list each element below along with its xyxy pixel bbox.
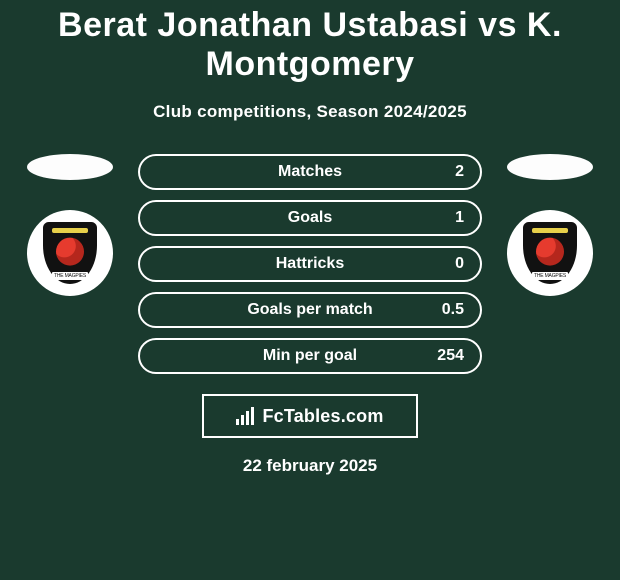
brand-label: FcTables.com	[262, 406, 383, 427]
stat-value-right: 2	[455, 156, 464, 188]
comparison-row: THE MAGPIES Matches 2 Goals 1 Hattricks …	[0, 154, 620, 374]
stat-label: Matches	[140, 156, 480, 188]
date-line: 22 february 2025	[0, 456, 620, 476]
page-title: Berat Jonathan Ustabasi vs K. Montgomery	[0, 0, 620, 84]
stat-row-min-per-goal: Min per goal 254	[138, 338, 482, 374]
bar-chart-icon	[236, 407, 254, 425]
left-player-col: THE MAGPIES	[20, 154, 120, 296]
player-placeholder-right	[507, 154, 593, 180]
stat-label: Hattricks	[140, 248, 480, 280]
player-placeholder-left	[27, 154, 113, 180]
stat-row-hattricks: Hattricks 0	[138, 246, 482, 282]
stat-value-right: 0.5	[442, 294, 464, 326]
right-player-col: THE MAGPIES	[500, 154, 600, 296]
stat-value-right: 1	[455, 202, 464, 234]
brand-box[interactable]: FcTables.com	[202, 394, 418, 438]
stat-label: Goals	[140, 202, 480, 234]
stat-value-right: 0	[455, 248, 464, 280]
club-crest-right: THE MAGPIES	[507, 210, 593, 296]
stat-row-goals-per-match: Goals per match 0.5	[138, 292, 482, 328]
club-crest-left: THE MAGPIES	[27, 210, 113, 296]
stat-label: Goals per match	[140, 294, 480, 326]
stat-label: Min per goal	[140, 340, 480, 372]
stat-row-matches: Matches 2	[138, 154, 482, 190]
stat-value-right: 254	[437, 340, 464, 372]
crest-ribbon-left: THE MAGPIES	[52, 272, 88, 280]
stat-row-goals: Goals 1	[138, 200, 482, 236]
page-subtitle: Club competitions, Season 2024/2025	[0, 102, 620, 122]
crest-ribbon-right: THE MAGPIES	[532, 272, 568, 280]
stats-column: Matches 2 Goals 1 Hattricks 0 Goals per …	[138, 154, 482, 374]
